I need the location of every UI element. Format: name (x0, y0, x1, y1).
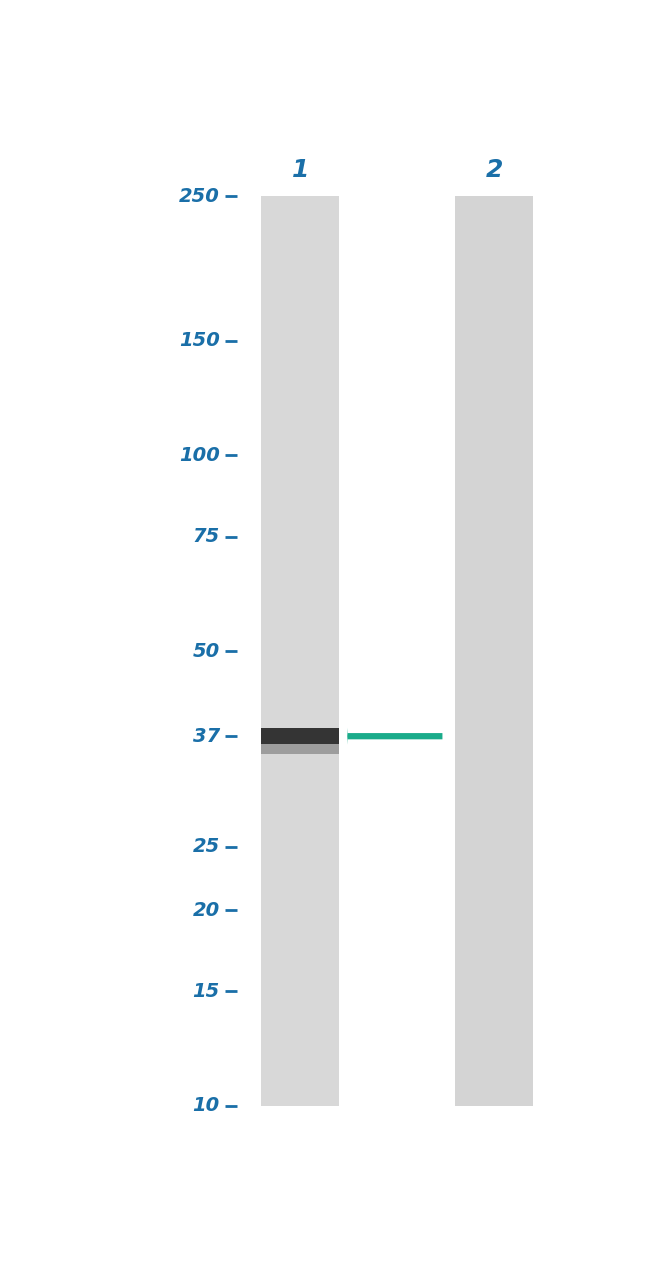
Text: 2: 2 (486, 157, 503, 182)
Text: 150: 150 (179, 331, 220, 351)
Text: 100: 100 (179, 446, 220, 465)
Text: 75: 75 (192, 527, 220, 546)
Bar (261, 197, 339, 1106)
Text: 1: 1 (292, 157, 309, 182)
Text: 37: 37 (192, 726, 220, 745)
Bar (261, 744, 339, 754)
Text: 25: 25 (192, 837, 220, 856)
Bar (261, 729, 339, 744)
Bar (455, 197, 534, 1106)
Text: 250: 250 (179, 187, 220, 206)
Text: 15: 15 (192, 982, 220, 1001)
Text: 50: 50 (192, 641, 220, 660)
Text: 10: 10 (192, 1096, 220, 1115)
Text: 20: 20 (192, 900, 220, 919)
